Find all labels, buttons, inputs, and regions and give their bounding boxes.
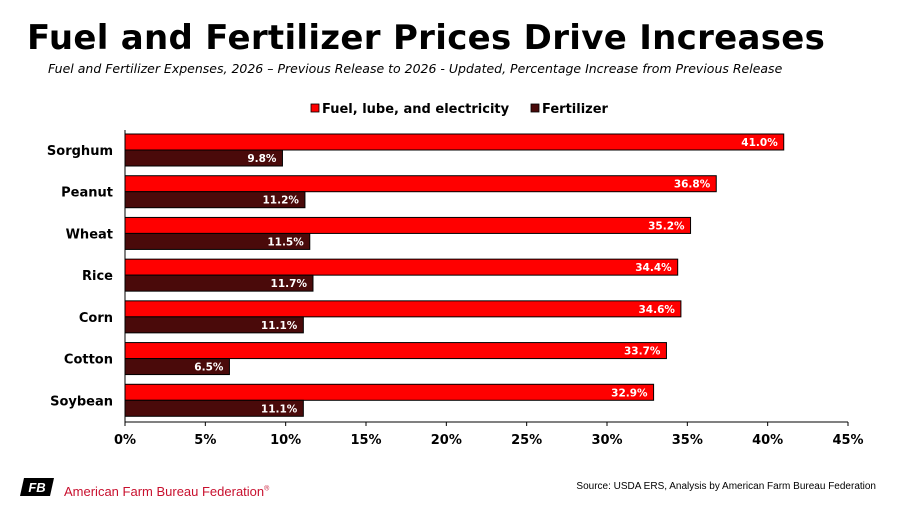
org-name: American Farm Bureau Federation®: [64, 484, 270, 499]
category-label: Corn: [79, 311, 113, 326]
x-tick-label: 35%: [672, 433, 703, 448]
data-label: 11.5%: [267, 236, 304, 248]
bar-fuel: [124, 258, 679, 276]
x-tick-label: 5%: [194, 433, 216, 448]
x-tick-label: 15%: [350, 433, 381, 448]
data-label: 35.2%: [648, 220, 685, 232]
data-label: 11.2%: [263, 195, 300, 207]
chart-legend: Fuel, lube, and electricity Fertilizer: [310, 102, 609, 117]
x-tick-label: 25%: [511, 433, 542, 448]
x-tick-label: 45%: [832, 433, 863, 448]
x-tick-label: 20%: [431, 433, 462, 448]
category-label: Soybean: [50, 394, 113, 409]
data-label: 36.8%: [674, 179, 711, 191]
legend-swatch: [310, 103, 320, 113]
x-tick-label: 40%: [752, 433, 783, 448]
data-label: 9.8%: [247, 153, 277, 165]
data-label: 34.4%: [635, 262, 672, 274]
data-label: 11.1%: [261, 403, 298, 415]
category-label: Cotton: [64, 353, 113, 368]
data-label: 41.0%: [741, 137, 778, 149]
x-tick-label: 30%: [591, 433, 622, 448]
data-label: 11.1%: [261, 320, 298, 332]
bar-fuel: [124, 383, 655, 401]
category-label: Peanut: [61, 186, 113, 201]
chart-axes: Sorghum Peanut Wheat Rice Corn Cotton Soybean 0…: [47, 130, 864, 448]
x-tick-label: 0%: [114, 433, 136, 448]
legend-label: Fuel, lube, and electricity: [322, 102, 510, 117]
data-label: 33.7%: [624, 346, 661, 358]
org-name-text: American Farm Bureau Federation: [64, 484, 265, 499]
category-label: Rice: [82, 269, 113, 284]
logo-text: FB: [28, 480, 45, 495]
category-label: Wheat: [66, 227, 113, 242]
data-label: 6.5%: [194, 362, 224, 374]
bar-fuel: [124, 342, 667, 360]
legend-label: Fertilizer: [542, 102, 609, 117]
bar-chart: Fuel, lube, and electricity Fertilizer 41…: [47, 102, 864, 448]
bar-fuel: [124, 175, 717, 193]
legend-swatch: [530, 103, 540, 113]
data-label: 11.7%: [271, 278, 308, 290]
bar-fuel: [124, 216, 692, 234]
chart-bars: 41.0% 9.8% 36.8% 11.2% 35.2% 11.5% 34.4% 11.7% 3…: [124, 133, 785, 417]
data-label: 34.6%: [638, 304, 675, 316]
chart-title: Fuel and Fertilizer Prices Drive Increas…: [27, 18, 826, 58]
x-tick-label: 10%: [270, 433, 301, 448]
bar-fuel: [124, 300, 682, 318]
bar-fuel: [124, 133, 785, 151]
chart-subtitle: Fuel and Fertilizer Expenses, 2026 – Pre…: [48, 61, 783, 76]
source-note: Source: USDA ERS, Analysis by American F…: [576, 481, 876, 492]
data-label: 32.9%: [611, 387, 648, 399]
category-label: Sorghum: [47, 144, 113, 159]
afbf-logo-icon: FB: [20, 478, 54, 496]
